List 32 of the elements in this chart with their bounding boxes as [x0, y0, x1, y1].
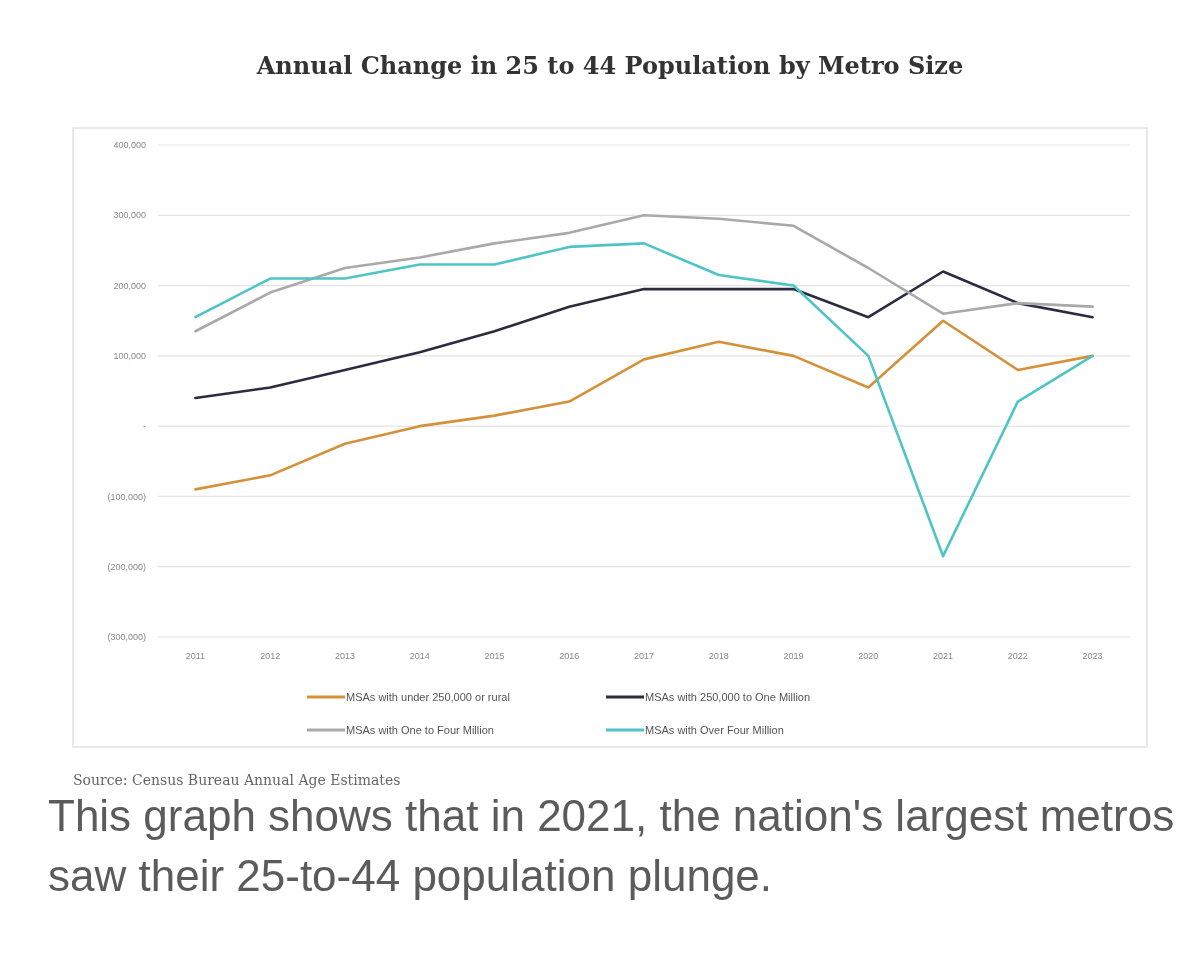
- legend-label: MSAs with One to Four Million: [346, 723, 494, 736]
- y-tick-label: 100,000: [113, 351, 146, 362]
- x-tick-label: 2013: [334, 651, 355, 662]
- text: This graph shows that in 2021, the nation's largest metros saw their 25-to-44 population plunge.: [48, 791, 1175, 900]
- line-series: [194, 319, 1094, 491]
- x-tick-label: 2015: [484, 651, 505, 662]
- x-tick-label: 2020: [858, 651, 879, 662]
- x-tick-label: 2019: [783, 651, 804, 662]
- line-series: [194, 242, 1094, 558]
- x-tick-label: 2012: [260, 651, 281, 662]
- y-tick-label: 400,000: [113, 140, 146, 151]
- x-tick-label: 2017: [633, 651, 655, 662]
- y-tick-label: 200,000: [113, 280, 146, 291]
- x-tick-label: 2022: [1007, 651, 1028, 662]
- chart-title: Annual Change in 25 to 44 Population by Metro Size: [255, 51, 964, 80]
- legend-label: MSAs with 250,000 to One Million: [645, 690, 811, 703]
- y-tick-label: (300,000): [107, 632, 146, 643]
- source-note: Source: Census Bureau Annual Age Estimates: [73, 772, 401, 788]
- y-tick-label: -: [143, 421, 146, 432]
- x-tick-label: 2016: [559, 651, 580, 662]
- x-tick-label: 2011: [185, 651, 206, 662]
- y-tick-label: (100,000): [107, 491, 146, 502]
- x-tick-label: 2018: [708, 651, 729, 662]
- legend-label: MSAs with Over Four Million: [645, 723, 784, 736]
- line-series: [194, 213, 1094, 333]
- y-tick-label: (200,000): [107, 561, 146, 572]
- x-tick-label: 2014: [409, 651, 430, 662]
- line-series: [194, 270, 1094, 400]
- y-tick-label: 300,000: [113, 210, 146, 221]
- legend-label: MSAs with under 250,000 or rural: [346, 690, 510, 703]
- x-tick-label: 2021: [933, 651, 954, 662]
- x-tick-label: 2023: [1082, 651, 1103, 662]
